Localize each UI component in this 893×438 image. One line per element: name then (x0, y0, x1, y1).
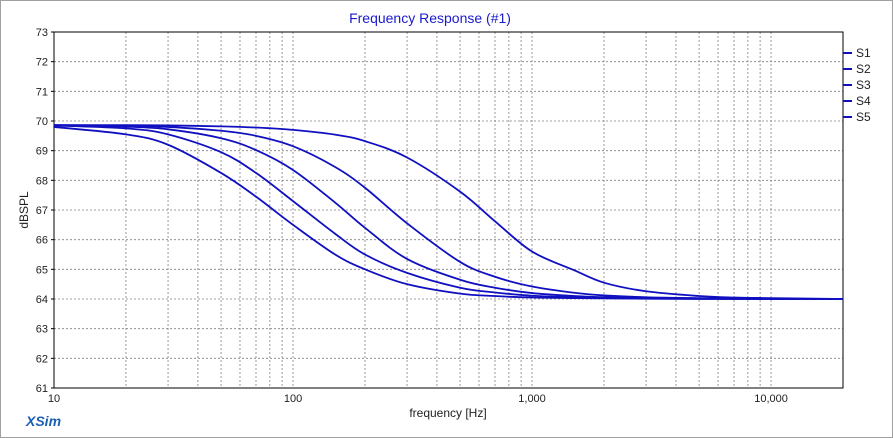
y-tick-label: 62 (36, 353, 48, 365)
legend: S1 S2 S3 S4 S5 (843, 46, 871, 124)
y-axis-label: dBSPL (17, 191, 31, 229)
series-line-s5 (53, 126, 843, 300)
series-line-s1 (53, 124, 844, 300)
x-axis-label: frequency [Hz] (409, 406, 486, 420)
series-line-s2 (53, 124, 844, 300)
x-axis-ticks: 10 100 1,000 10,000 (48, 393, 788, 405)
y-tick-label: 70 (36, 116, 48, 128)
chart-title: Frequency Response (#1) (349, 10, 511, 26)
x-tick-label: 10,000 (754, 393, 788, 405)
series-line-s4 (53, 124, 843, 300)
y-tick-label: 73 (36, 27, 48, 39)
y-tick-label: 72 (36, 57, 48, 69)
x-tick-label: 100 (284, 393, 302, 405)
plot-area (53, 31, 844, 389)
legend-label: S2 (856, 62, 871, 76)
y-tick-label: 71 (36, 86, 48, 98)
legend-label: S5 (856, 110, 871, 124)
legend-label: S4 (856, 94, 871, 108)
series-lines (53, 124, 844, 300)
y-tick-label: 68 (36, 175, 48, 187)
x-tick-label: 1,000 (518, 393, 546, 405)
y-tick-label: 65 (36, 264, 48, 276)
xsim-logo: XSim (25, 413, 61, 429)
y-tick-label: 69 (36, 146, 48, 158)
legend-label: S1 (856, 46, 871, 60)
y-tick-label: 64 (36, 294, 48, 306)
y-tick-label: 66 (36, 235, 48, 247)
legend-label: S3 (856, 78, 871, 92)
y-tick-label: 67 (36, 205, 48, 217)
x-tick-label: 10 (48, 393, 60, 405)
y-tick-label: 63 (36, 324, 48, 336)
series-line-s3 (53, 124, 844, 300)
grid (54, 32, 843, 388)
y-tick-label: 61 (36, 383, 48, 395)
y-axis-ticks: 61 62 63 64 65 66 67 68 69 70 71 72 73 (36, 27, 54, 395)
